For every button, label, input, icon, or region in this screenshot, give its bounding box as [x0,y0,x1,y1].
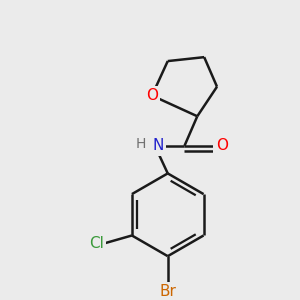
Text: H: H [136,137,146,151]
Text: Br: Br [159,284,176,299]
Text: Cl: Cl [89,236,104,251]
Text: O: O [146,88,158,103]
Text: O: O [216,138,228,153]
Text: N: N [152,138,164,153]
